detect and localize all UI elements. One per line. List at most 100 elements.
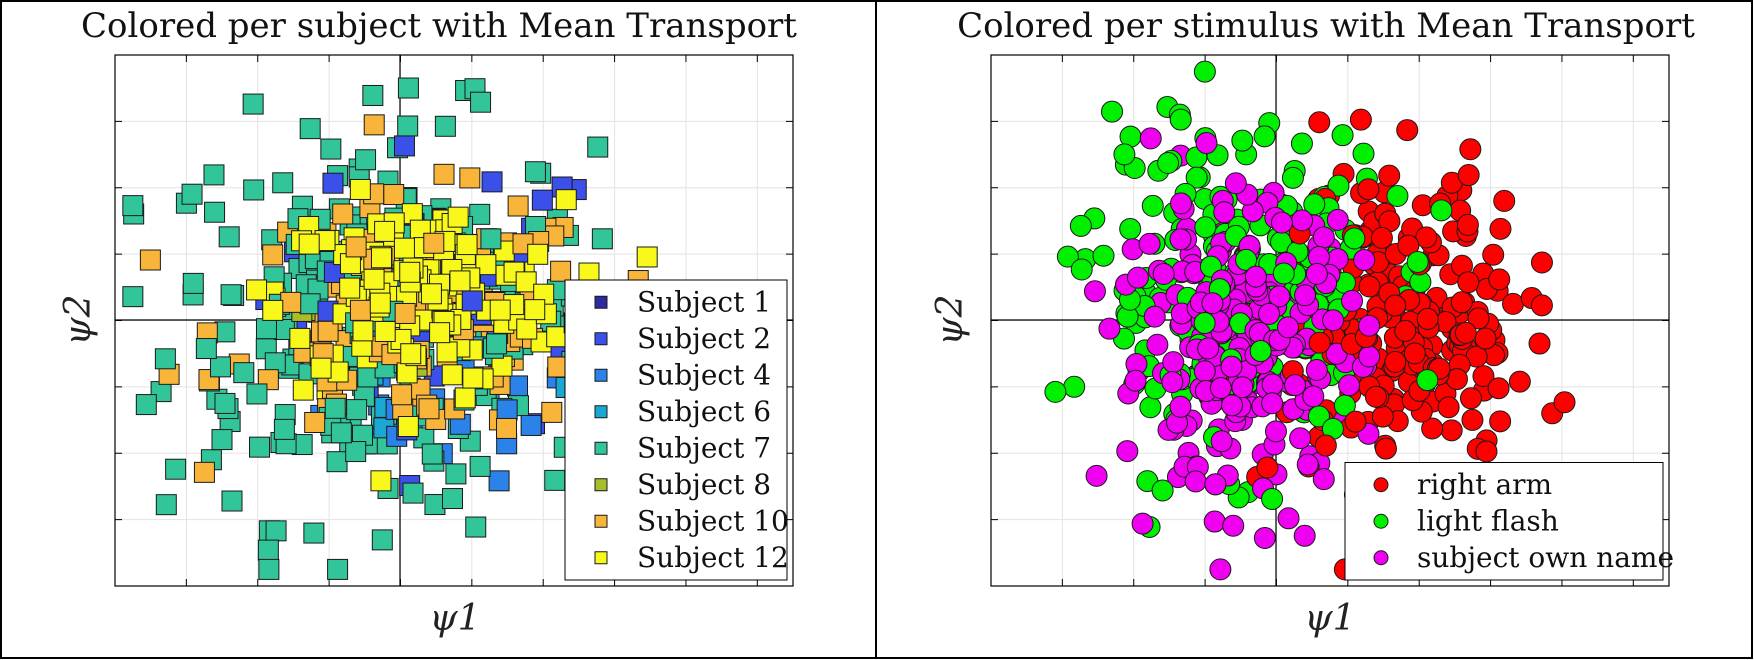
data-point [203,164,225,186]
data-point [1553,391,1576,414]
data-point [1528,332,1551,355]
data-point [1384,294,1407,317]
data-point [1197,337,1220,360]
data-point [209,356,231,378]
data-point [355,149,377,171]
legend-label: subject own name [1417,541,1674,574]
right-x-axis-label: ψ1 [1304,598,1355,639]
data-point [1305,358,1328,381]
data-point [394,302,416,324]
data-point [1475,440,1498,463]
data-point [524,299,546,321]
data-point [214,321,236,343]
data-point [327,558,349,580]
data-point [1201,292,1224,315]
data-point [393,135,415,157]
data-point [1459,387,1482,410]
data-point [1261,373,1284,396]
legend-box [1344,462,1664,581]
data-point [246,383,268,405]
data-point [1502,292,1525,315]
data-point [462,367,484,389]
data-point [1312,468,1335,491]
data-point [424,494,446,516]
data-point [1138,232,1161,255]
data-point [1253,125,1276,148]
data-point [465,516,487,538]
data-point [1161,371,1184,394]
data-point [1063,375,1086,398]
data-point [420,283,442,305]
data-point [1371,405,1394,428]
data-point [399,261,421,283]
data-point [221,490,243,512]
data-point [442,488,464,510]
data-point [1101,100,1124,123]
legend-marker [594,332,608,346]
data-point [211,429,233,451]
legend-box [564,279,788,581]
data-point [1195,132,1218,155]
data-point [1296,453,1319,476]
data-point [1326,208,1349,231]
legend-marker [594,405,608,419]
data-point [1378,164,1401,187]
data-point [1231,129,1254,152]
data-point [447,206,469,228]
left-x-axis-label: ψ1 [429,598,480,639]
data-point [1290,132,1313,155]
data-point [454,387,476,409]
data-point [135,394,157,416]
data-point [257,539,279,561]
data-point [1487,377,1510,400]
data-point [441,364,463,386]
data-point [1244,265,1267,288]
data-point [242,93,264,115]
data-point [1256,456,1279,479]
data-point [591,228,613,250]
data-point [1261,392,1284,415]
left-y-axis-label: ψ2 [58,294,99,345]
data-point [1396,119,1419,142]
data-point [1209,377,1232,400]
left-ticks [114,54,793,587]
data-point [1277,316,1300,339]
data-point [345,236,367,258]
data-point [1440,419,1463,442]
data-point [1113,143,1136,166]
legend-label: Subject 6 [637,395,771,428]
data-point [303,522,325,544]
right-y-axis-label: ψ2 [930,294,971,345]
data-point [1249,340,1272,363]
data-point [429,322,451,344]
data-point [1261,487,1284,510]
data-point [1430,199,1453,222]
legend-marker [594,295,608,309]
data-point [1126,266,1149,289]
data-point [555,189,577,211]
data-point [1116,440,1139,463]
data-point [1141,194,1164,217]
data-point [1331,124,1354,147]
data-point [370,470,392,492]
legend-marker [594,514,608,528]
data-point [383,184,405,206]
data-point [393,237,415,259]
data-point [433,163,455,185]
data-point [289,327,311,349]
data-point [531,189,553,211]
data-point [421,443,443,465]
data-point [459,167,481,189]
data-point [1056,245,1079,268]
data-point [1231,376,1254,399]
data-point [1257,302,1280,325]
data-point [397,77,419,99]
data-point [1143,305,1166,328]
data-point [349,299,371,321]
data-point [1152,263,1175,286]
data-point [481,171,503,193]
data-point [1530,294,1553,317]
data-point [1450,291,1473,314]
data-point [1139,396,1162,419]
data-point [1421,417,1444,440]
